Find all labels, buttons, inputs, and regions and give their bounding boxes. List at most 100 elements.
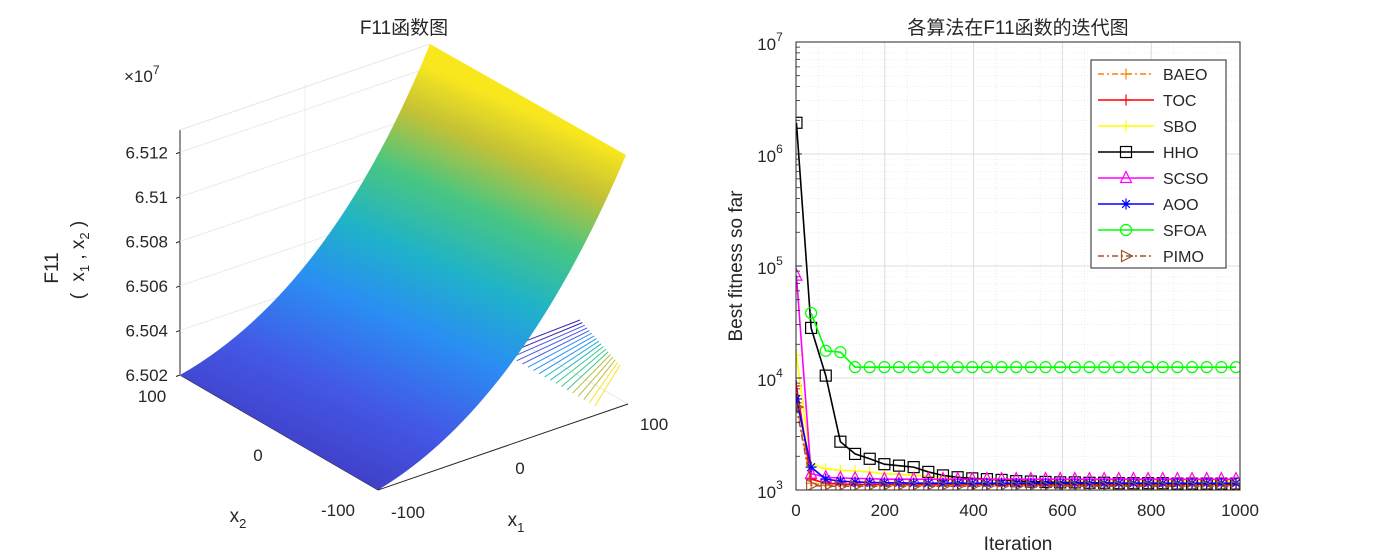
y-tick-label: 105: [757, 254, 783, 278]
data-point: [1119, 145, 1133, 159]
z-tick-label: 6.508: [125, 232, 168, 251]
data-point: [878, 361, 891, 374]
contour-line: [566, 351, 609, 391]
y-tick-label: 107: [757, 30, 783, 54]
data-point: [864, 479, 878, 490]
z-tick-mark: [175, 240, 181, 244]
data-point: [1172, 479, 1186, 490]
exponent-label: ×107: [124, 63, 160, 86]
data-point: [1229, 361, 1240, 374]
data-point: [937, 479, 951, 490]
legend-entry: SFOA: [1098, 223, 1207, 240]
data-point: [996, 479, 1010, 490]
data-point: [981, 479, 995, 490]
data-point: [1010, 361, 1023, 374]
data-point: [1120, 120, 1132, 132]
data-point: [878, 458, 891, 471]
data-point: [1200, 361, 1213, 374]
legend-label: PIMO: [1163, 249, 1204, 266]
legend-label: SCSO: [1163, 171, 1208, 188]
contour-line: [516, 327, 588, 362]
contour-line: [522, 330, 590, 365]
x2-tick-label: 100: [138, 387, 166, 406]
data-point: [820, 463, 832, 475]
data-point: [819, 369, 832, 382]
data-point: [1141, 361, 1155, 374]
data-point: [1120, 249, 1134, 263]
data-point: [966, 361, 979, 374]
y-axis-label: Best fitness so far: [726, 190, 747, 342]
z-tick-label: 6.504: [125, 321, 168, 340]
convergence-title: 各算法在F11函数的迭代图: [907, 17, 1128, 39]
data-point: [834, 346, 847, 359]
data-point: [819, 344, 832, 357]
data-point: [863, 361, 876, 374]
z-tick-label: 6.502: [125, 366, 168, 385]
legend-entry: SBO: [1098, 119, 1197, 136]
legend-label: SFOA: [1163, 223, 1207, 240]
contour-line: [533, 335, 595, 371]
legend-label: HHO: [1163, 145, 1199, 162]
y-tick-label: 103: [757, 478, 783, 502]
z-axis-ticks: 6.502 6.504 6.506 6.508 6.51 6.512: [125, 143, 181, 385]
data-point: [805, 478, 819, 490]
data-point: [1039, 361, 1052, 374]
data-point: [1084, 479, 1098, 490]
z-tick-mark: [175, 329, 181, 333]
z-tick-label: 6.506: [125, 277, 168, 296]
data-point: [892, 361, 906, 374]
data-point: [1128, 479, 1142, 490]
x-tick-label: 0: [791, 501, 800, 520]
data-point: [1142, 479, 1156, 490]
data-point: [1040, 479, 1054, 490]
data-point: [1156, 361, 1169, 374]
legend-label: SBO: [1163, 119, 1197, 136]
series-line: [810, 312, 1237, 368]
data-point: [805, 461, 817, 473]
legend-box: [1090, 59, 1227, 269]
legend-entry: AOO: [1098, 197, 1199, 214]
legend-entry: PIMO: [1098, 249, 1204, 266]
data-point: [995, 361, 1008, 374]
series-sfoa: [804, 306, 1240, 374]
y-axis-ticks: 103 104 105 106 107: [757, 30, 802, 502]
data-point: [1068, 361, 1081, 374]
data-point: [922, 361, 935, 374]
z-tick-mark: [175, 285, 181, 288]
data-point: [1157, 479, 1171, 490]
data-point: [1083, 361, 1096, 374]
legend-entry: TOC: [1098, 93, 1196, 110]
data-point: [1099, 479, 1112, 490]
data-point: [848, 361, 862, 374]
x1-tick-label: 0: [515, 459, 524, 478]
data-point: [1113, 479, 1127, 490]
legend-label: BAEO: [1163, 67, 1207, 84]
data-point: [923, 479, 937, 490]
data-point: [820, 479, 834, 490]
z-tick-label: 6.512: [125, 143, 168, 162]
data-point: [820, 473, 832, 485]
x-tick-label: 600: [1048, 501, 1076, 520]
data-point: [936, 361, 950, 374]
x1-axis-label: x1: [508, 510, 525, 535]
data-point: [1054, 361, 1067, 374]
data-point: [835, 479, 849, 490]
series-line: [796, 406, 1237, 488]
x-axis-ticks: 0 200 400 600 800 1000: [791, 485, 1259, 520]
z-gridline: [179, 66, 431, 153]
data-point: [1230, 479, 1240, 490]
contour-line: [527, 332, 592, 368]
x-axis-label: Iteration: [984, 534, 1053, 555]
z-tick-mark: [175, 374, 181, 377]
data-point: [1098, 361, 1111, 374]
data-point: [907, 361, 920, 374]
z-tick-label: 6.51: [135, 188, 168, 207]
z-tick-mark: [175, 151, 181, 155]
data-point: [1069, 479, 1083, 490]
data-point: [863, 452, 876, 465]
data-point: [1185, 361, 1199, 374]
z-axis-label-line1: F11: [42, 252, 63, 283]
contour-line: [572, 354, 611, 394]
data-point: [922, 465, 935, 479]
